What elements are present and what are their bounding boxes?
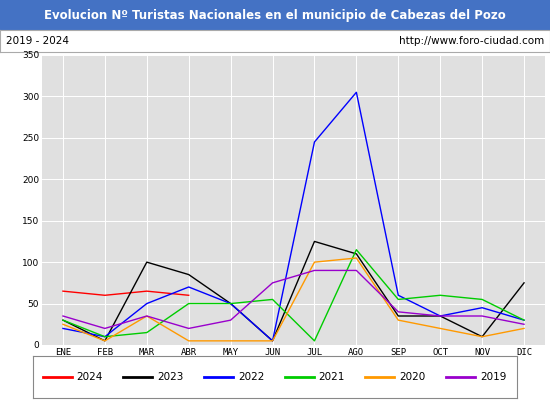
Text: 2022: 2022 bbox=[238, 372, 264, 382]
Text: 2019 - 2024: 2019 - 2024 bbox=[6, 36, 69, 46]
Text: 2024: 2024 bbox=[76, 372, 103, 382]
Text: 2019: 2019 bbox=[480, 372, 506, 382]
Text: Evolucion Nº Turistas Nacionales en el municipio de Cabezas del Pozo: Evolucion Nº Turistas Nacionales en el m… bbox=[44, 8, 506, 22]
Text: 2020: 2020 bbox=[399, 372, 426, 382]
Text: 2021: 2021 bbox=[318, 372, 345, 382]
Text: http://www.foro-ciudad.com: http://www.foro-ciudad.com bbox=[399, 36, 544, 46]
Text: 2023: 2023 bbox=[157, 372, 184, 382]
